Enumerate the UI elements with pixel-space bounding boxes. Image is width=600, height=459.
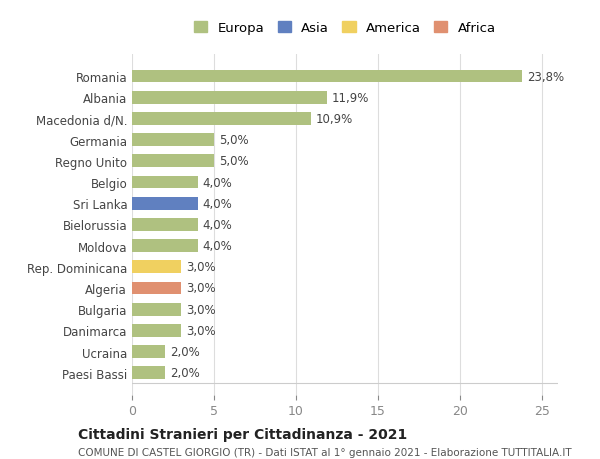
Text: COMUNE DI CASTEL GIORGIO (TR) - Dati ISTAT al 1° gennaio 2021 - Elaborazione TUT: COMUNE DI CASTEL GIORGIO (TR) - Dati IST…	[78, 447, 572, 457]
Legend: Europa, Asia, America, Africa: Europa, Asia, America, Africa	[190, 17, 500, 39]
Bar	[132, 261, 181, 274]
Bar	[132, 71, 522, 83]
Text: 3,0%: 3,0%	[186, 303, 215, 316]
Text: 4,0%: 4,0%	[202, 240, 232, 252]
Text: 11,9%: 11,9%	[332, 91, 369, 105]
Text: 3,0%: 3,0%	[186, 324, 215, 337]
Text: 3,0%: 3,0%	[186, 282, 215, 295]
Text: 4,0%: 4,0%	[202, 176, 232, 189]
Bar	[132, 197, 197, 210]
Bar	[132, 346, 165, 358]
Text: 2,0%: 2,0%	[170, 345, 199, 358]
Text: 5,0%: 5,0%	[219, 134, 248, 147]
Bar	[132, 240, 197, 252]
Bar	[132, 218, 197, 231]
Text: 23,8%: 23,8%	[527, 70, 564, 84]
Bar	[132, 176, 197, 189]
Text: 5,0%: 5,0%	[219, 155, 248, 168]
Bar	[132, 134, 214, 147]
Text: 10,9%: 10,9%	[316, 112, 353, 126]
Bar	[132, 155, 214, 168]
Bar	[132, 325, 181, 337]
Bar	[132, 113, 311, 125]
Text: Cittadini Stranieri per Cittadinanza - 2021: Cittadini Stranieri per Cittadinanza - 2…	[78, 427, 407, 441]
Bar	[132, 303, 181, 316]
Bar	[132, 282, 181, 295]
Bar	[132, 92, 327, 104]
Text: 4,0%: 4,0%	[202, 197, 232, 210]
Text: 2,0%: 2,0%	[170, 366, 199, 380]
Text: 3,0%: 3,0%	[186, 261, 215, 274]
Bar	[132, 367, 165, 379]
Text: 4,0%: 4,0%	[202, 218, 232, 231]
